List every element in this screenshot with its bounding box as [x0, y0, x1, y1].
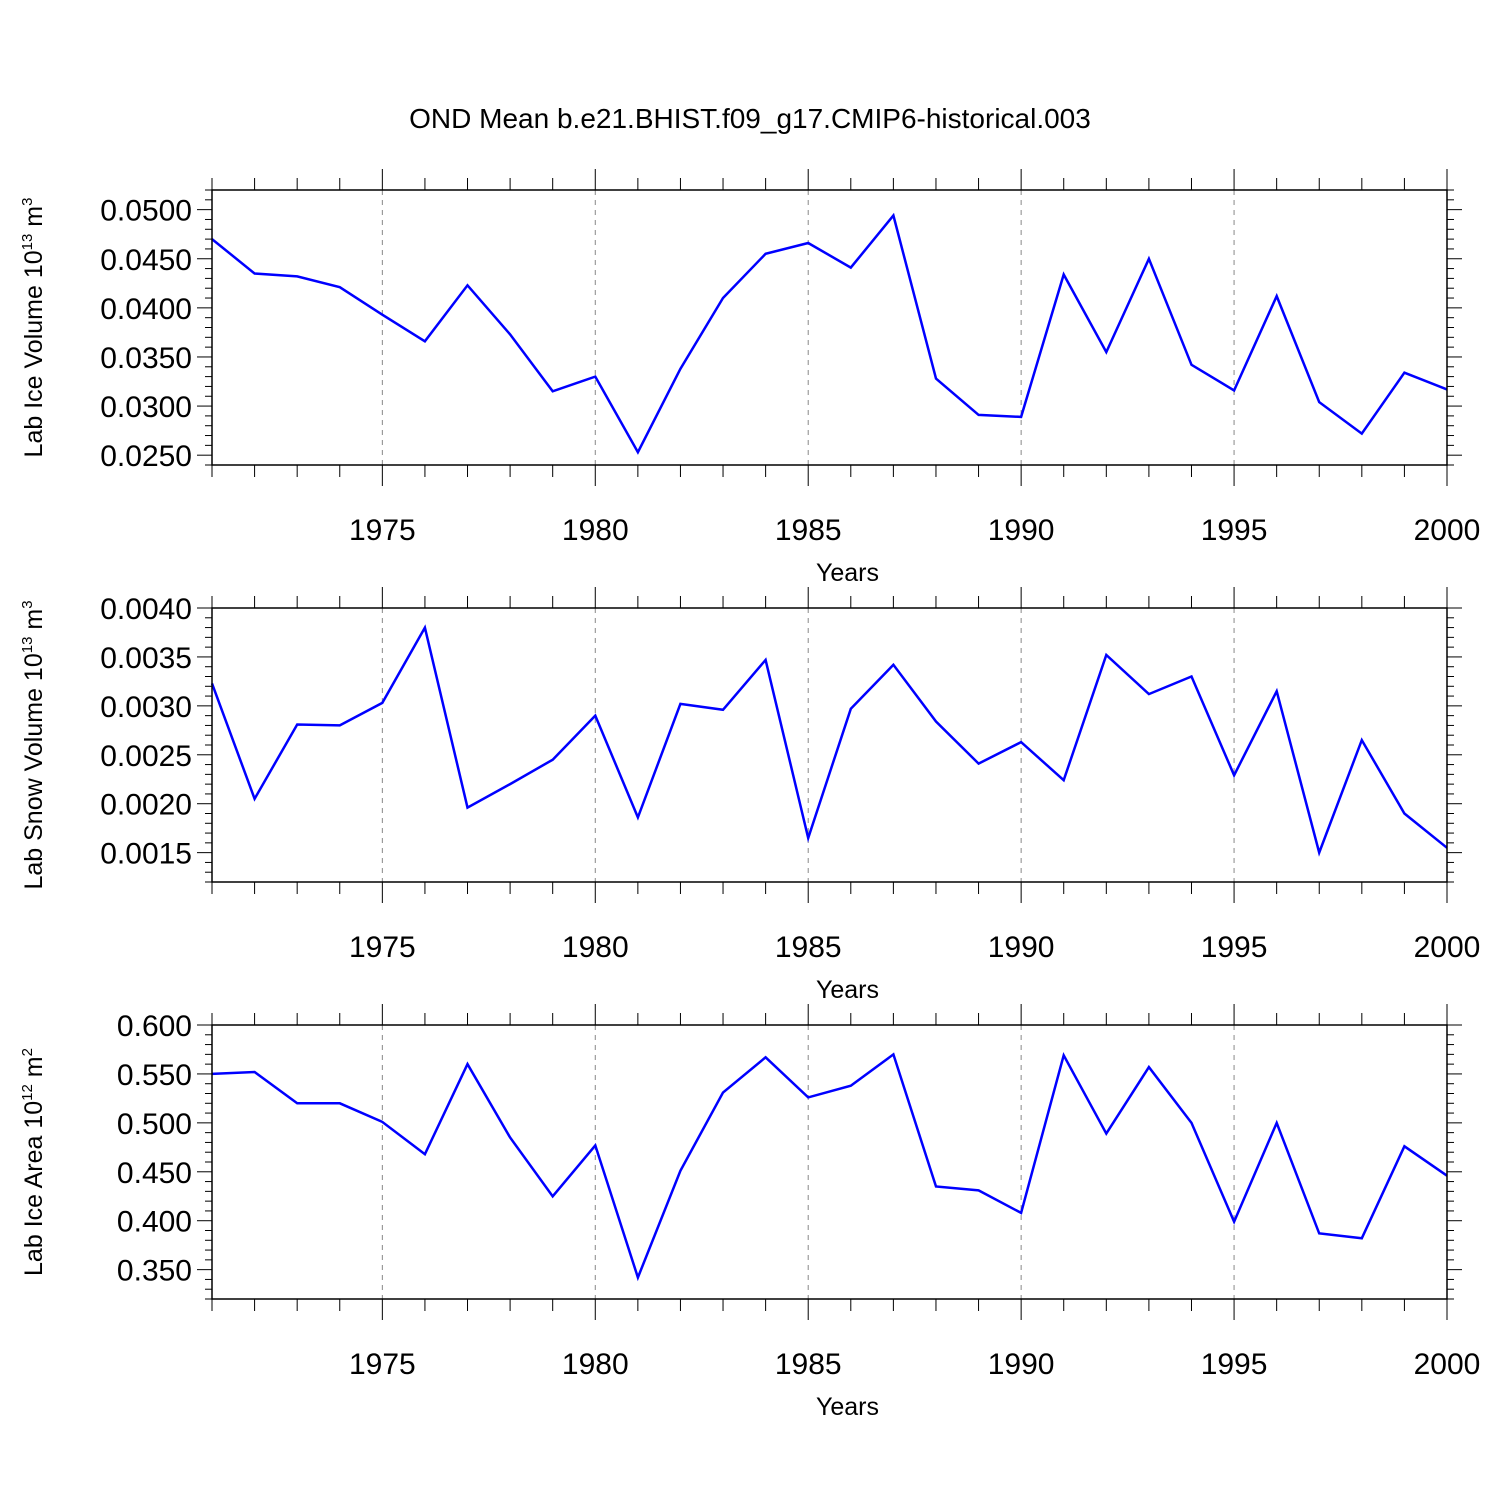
figure-title: OND Mean b.e21.BHIST.f09_g17.CMIP6-histo…: [409, 103, 1091, 134]
y-tick-label: 0.0350: [100, 342, 192, 375]
series-line: [210, 624, 1448, 857]
x-tick-label: 1985: [775, 514, 842, 547]
y-tick-label: 0.0400: [100, 293, 192, 326]
x-tick-label: 1985: [775, 931, 842, 964]
panel-1: 0.0250 0.0300 0.0350 0.0400 0.0450 0.0500 1975…: [19, 169, 1480, 587]
y-tick-label: 0.0015: [100, 838, 192, 871]
x-tick-label: 1990: [988, 931, 1055, 964]
x-tick-label: 1995: [1201, 514, 1268, 547]
y-tick-label: 0.350: [117, 1255, 192, 1288]
y-tick-label: 0.0300: [100, 391, 192, 424]
y-tick-label: 0.0030: [100, 691, 192, 724]
x-tick-label: 1975: [349, 514, 416, 547]
y-tick-label: 0.600: [117, 1010, 192, 1043]
plot-frame: [211, 189, 1448, 466]
y-tick-label: 0.0450: [100, 244, 192, 277]
panel-3: 0.350 0.400 0.450 0.500 0.550 0.600 1975 1980 19…: [19, 1004, 1480, 1421]
x-tick-label: 1995: [1201, 1348, 1268, 1381]
y-tick-label: 0.0250: [100, 440, 192, 473]
plot-frame: [211, 607, 1448, 883]
y-tick-label: 0.0025: [100, 740, 192, 773]
y-axis-title: Lab Ice Area 1012 m2: [19, 1048, 48, 1276]
x-tick-label: 1990: [988, 1348, 1055, 1381]
series-line: [211, 1051, 1448, 1282]
y-tick-label: 0.0040: [100, 593, 192, 626]
y-tick-label: 0.550: [117, 1059, 192, 1092]
panels: 0.0250 0.0300 0.0350 0.0400 0.0450 0.0500 1975…: [19, 169, 1480, 1421]
x-tick-label: 1995: [1201, 931, 1268, 964]
y-tick-label: 0.500: [117, 1108, 192, 1141]
x-axis-title: Years: [816, 976, 879, 1004]
x-axis-title: Years: [816, 1393, 879, 1421]
y-axis-title: Lab Ice Volume 1013 m3: [19, 198, 48, 458]
x-axis-title: Years: [816, 559, 879, 587]
x-tick-label: 1980: [562, 931, 629, 964]
plot-frame: [211, 1024, 1448, 1300]
x-tick-label: 2000: [1414, 931, 1481, 964]
x-tick-label: 1980: [562, 1348, 629, 1381]
x-tick-label: 2000: [1414, 1348, 1481, 1381]
y-tick-label: 0.0500: [100, 195, 192, 228]
x-tick-label: 1990: [988, 514, 1055, 547]
x-tick-label: 1980: [562, 514, 629, 547]
y-axis-title: Lab Snow Volume 1013 m3: [19, 600, 48, 889]
x-tick-label: 1975: [349, 931, 416, 964]
x-tick-label: 1975: [349, 1348, 416, 1381]
x-tick-label: 2000: [1414, 514, 1481, 547]
panel-2: 0.0015 0.0020 0.0025 0.0030 0.0035 0.0040 1975…: [19, 587, 1480, 1004]
y-tick-label: 0.0035: [100, 642, 192, 675]
y-tick-label: 0.0020: [100, 789, 192, 822]
series-line: [211, 212, 1448, 455]
y-tick-label: 0.400: [117, 1206, 192, 1239]
x-tick-label: 1985: [775, 1348, 842, 1381]
y-tick-label: 0.450: [117, 1157, 192, 1190]
